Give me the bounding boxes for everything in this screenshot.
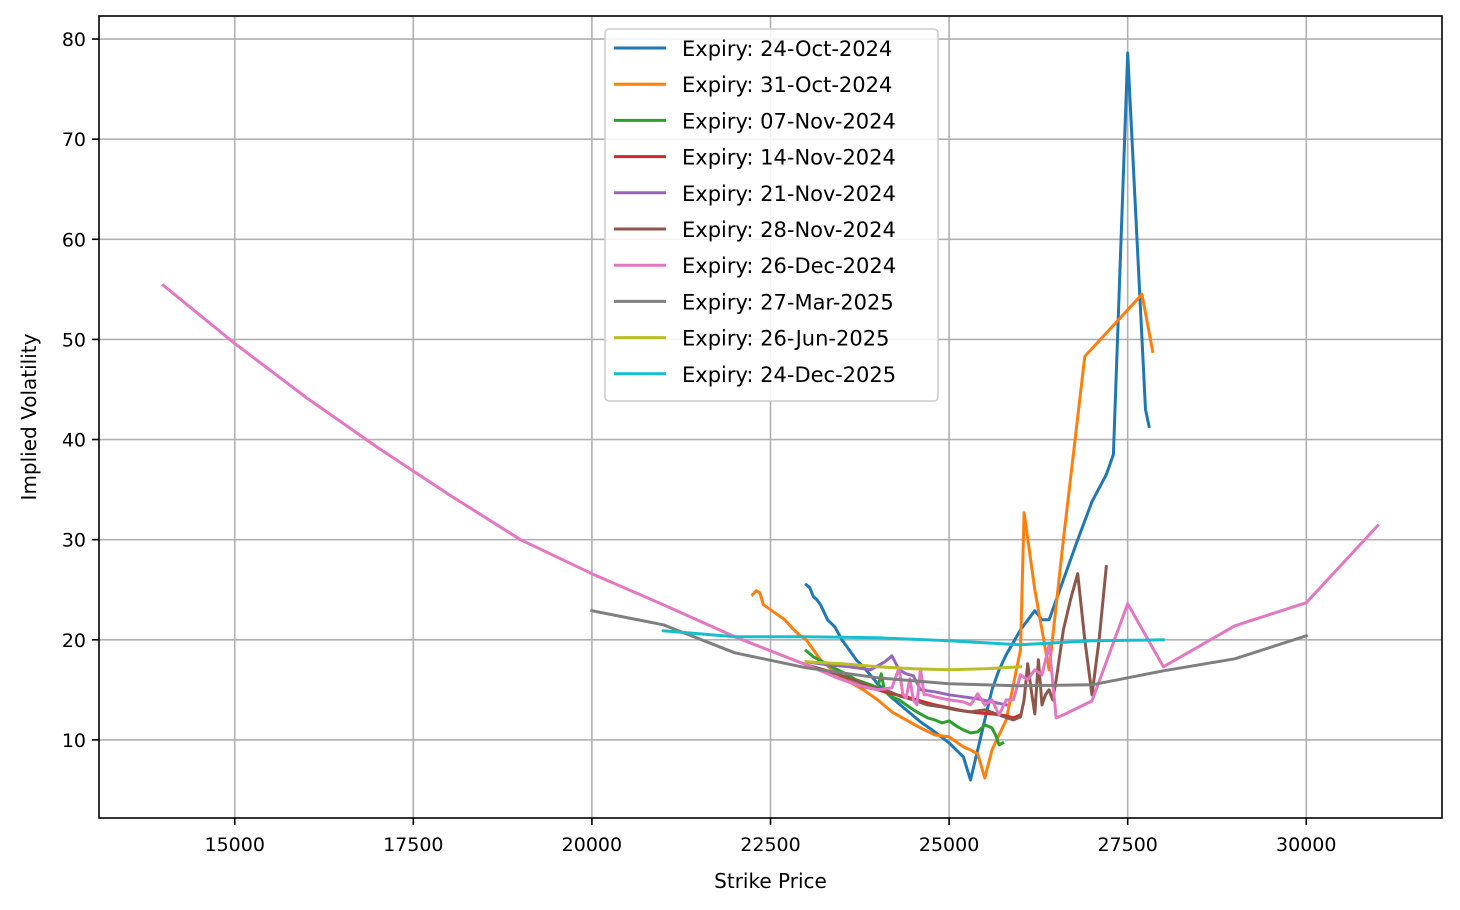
x-tick-label: 17500 (383, 834, 443, 856)
legend-label: Expiry: 31-Oct-2024 (682, 73, 892, 97)
y-tick-label: 50 (62, 329, 86, 351)
legend: Expiry: 24-Oct-2024 Expiry: 31-Oct-2024 Ex… (604, 28, 939, 402)
y-tick-label: 20 (62, 630, 86, 652)
y-tick-label: 80 (62, 29, 86, 51)
x-tick-label: 27500 (1097, 834, 1157, 856)
x-tick-label: 22500 (740, 834, 800, 856)
legend-label: Expiry: 28-Nov-2024 (682, 218, 896, 242)
y-tick-label: 70 (62, 129, 86, 151)
series-line-1 (804, 51, 1151, 782)
series-line-6 (804, 565, 1108, 722)
legend-label: Expiry: 27-Mar-2025 (682, 290, 894, 314)
series-line-5 (804, 654, 1008, 707)
legend-label: Expiry: 26-Dec-2024 (682, 254, 896, 278)
y-tick-label: 10 (62, 730, 86, 752)
x-tick-label: 20000 (562, 834, 622, 856)
legend-label: Expiry: 24-Oct-2024 (682, 37, 892, 61)
series-line-9 (804, 660, 1023, 672)
x-tick-label: 30000 (1276, 834, 1336, 856)
legend-label: Expiry: 07-Nov-2024 (682, 109, 896, 133)
legend-label: Expiry: 24-Dec-2025 (682, 363, 896, 387)
series-line-8 (590, 608, 1309, 688)
legend-label: Expiry: 26-Jun-2025 (682, 327, 889, 351)
legend-box (604, 28, 939, 402)
y-tick-label: 30 (62, 530, 86, 552)
y-axis-label: Implied Volatility (17, 333, 41, 500)
y-tick-label: 40 (62, 430, 86, 452)
series-line-7 (161, 283, 1380, 720)
x-tick-label: 25000 (919, 834, 979, 856)
x-axis-label: Strike Price (714, 869, 827, 893)
x-tick-label: 15000 (205, 834, 265, 856)
legend-label: Expiry: 14-Nov-2024 (682, 146, 896, 170)
series-line-2 (750, 292, 1155, 780)
legend-label: Expiry: 21-Nov-2024 (682, 182, 896, 206)
axis-ticks: 15000 17500 20000 22500 25000 27500 30000 10 20 3… (62, 29, 1337, 856)
y-tick-label: 60 (62, 229, 86, 251)
plot-lines (161, 51, 1380, 782)
series-line-10 (661, 629, 1165, 647)
